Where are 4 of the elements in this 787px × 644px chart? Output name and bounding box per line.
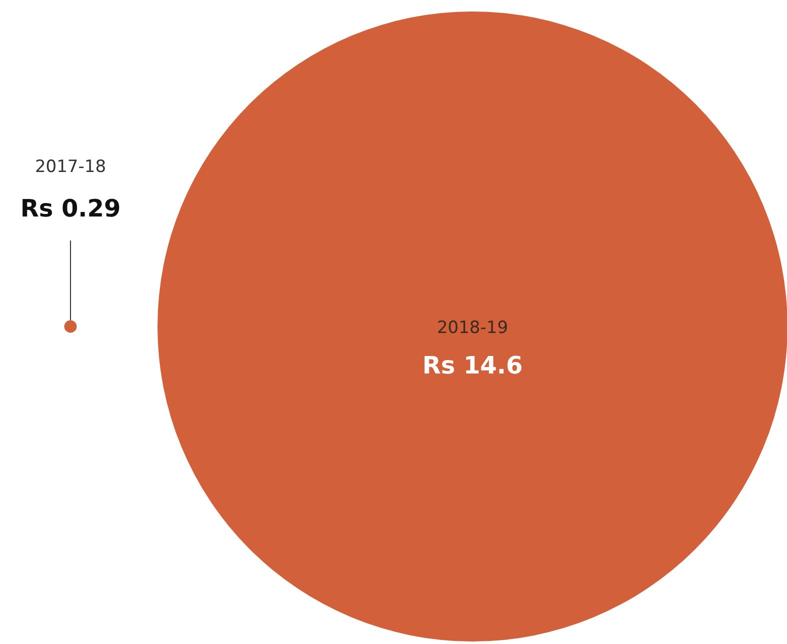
- category-label: 2017-18: [34, 157, 106, 177]
- data-label: Rs 14.6: [422, 352, 523, 380]
- data-label: Rs 0.29: [20, 194, 121, 222]
- category-label: 2018-19: [436, 318, 508, 338]
